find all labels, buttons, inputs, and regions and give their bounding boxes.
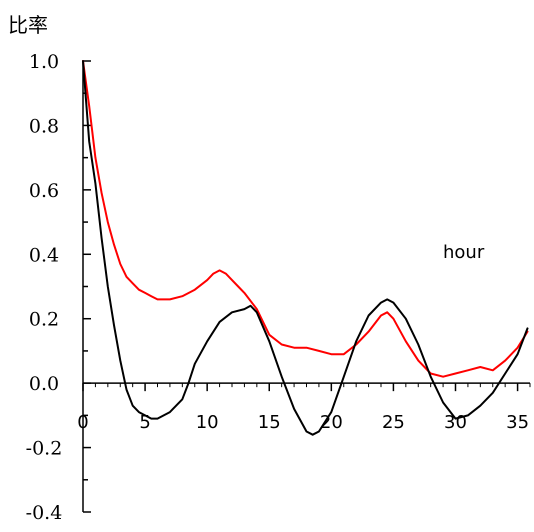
x-tick-label: 15 xyxy=(258,412,281,433)
x-axis-label: hour xyxy=(443,242,485,263)
x-tick-label: 25 xyxy=(382,412,405,433)
y-tick-label: -0.4 xyxy=(26,502,63,524)
x-tick-label: 10 xyxy=(196,412,219,433)
plot-area xyxy=(82,60,529,436)
tick-labels: 1.0 0.8 0.6 0.4 0.2 0.0 -0.2 -0.4 0 5 10 15 20 25 30 35 xyxy=(26,51,529,524)
y-tick-label: 0.6 xyxy=(29,180,59,202)
y-tick-label: 0.8 xyxy=(29,115,59,137)
series-line-1 xyxy=(82,60,529,378)
x-tick-label: 20 xyxy=(320,412,343,433)
series-line-2 xyxy=(82,60,529,436)
y-axis-label: 比率 xyxy=(8,13,48,37)
x-tick-label: 30 xyxy=(444,412,467,433)
y-tick-label: -0.2 xyxy=(26,438,63,460)
y-tick-label: 0.0 xyxy=(29,373,59,395)
y-tick-label: 0.4 xyxy=(29,244,59,266)
y-tick-label: 0.2 xyxy=(29,309,59,331)
x-tick-label: 35 xyxy=(506,412,529,433)
axes xyxy=(82,60,531,513)
x-tick-label: 5 xyxy=(139,412,150,433)
x-tick-label: 0 xyxy=(77,412,88,433)
y-tick-label: 1.0 xyxy=(29,51,59,73)
